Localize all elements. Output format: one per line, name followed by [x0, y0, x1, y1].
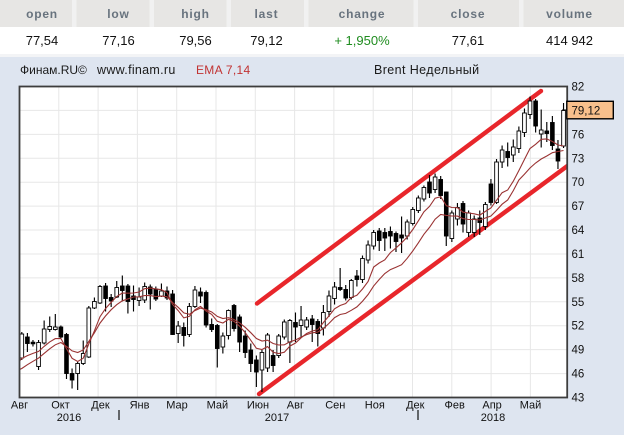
svg-text:www.finam.ru: www.finam.ru — [96, 63, 176, 77]
svg-text:49: 49 — [572, 345, 585, 357]
svg-text:change: change — [339, 7, 386, 21]
svg-text:2018: 2018 — [481, 412, 505, 424]
svg-text:Сен: Сен — [325, 400, 345, 412]
svg-text:Мар: Мар — [166, 400, 188, 412]
svg-text:2016: 2016 — [57, 412, 81, 424]
svg-text:70: 70 — [572, 177, 585, 189]
svg-text:Май: Май — [207, 400, 229, 412]
svg-text:Апр: Апр — [482, 400, 501, 412]
svg-text:Ноя: Ноя — [365, 400, 385, 412]
svg-text:Фев: Фев — [445, 400, 465, 412]
svg-text:77,54: 77,54 — [26, 33, 59, 48]
svg-text:Май: Май — [520, 400, 542, 412]
svg-text:last: last — [255, 7, 279, 21]
svg-text:79,12: 79,12 — [250, 33, 283, 48]
svg-text:open: open — [26, 7, 58, 21]
svg-text:EMA 7,14: EMA 7,14 — [196, 63, 250, 77]
svg-text:414 942: 414 942 — [546, 33, 593, 48]
svg-text:2017: 2017 — [265, 412, 289, 424]
svg-text:77,61: 77,61 — [452, 33, 485, 48]
svg-text:76: 76 — [572, 129, 585, 141]
svg-text:low: low — [107, 7, 129, 21]
svg-text:58: 58 — [572, 273, 585, 285]
svg-text:Июн: Июн — [247, 400, 269, 412]
svg-text:52: 52 — [572, 321, 585, 333]
svg-text:Янв: Янв — [130, 400, 150, 412]
svg-text:64: 64 — [572, 225, 585, 237]
svg-text:46: 46 — [572, 369, 585, 381]
svg-text:Финам.RU©: Финам.RU© — [20, 63, 87, 77]
svg-text:77,16: 77,16 — [102, 33, 135, 48]
svg-text:79,56: 79,56 — [179, 33, 212, 48]
svg-text:Авг: Авг — [11, 400, 28, 412]
svg-text:Окт: Окт — [51, 400, 70, 412]
svg-text:Авг: Авг — [287, 400, 304, 412]
svg-text:79,12: 79,12 — [572, 106, 601, 118]
svg-text:+ 1,950%: + 1,950% — [334, 33, 390, 48]
svg-text:close: close — [451, 7, 486, 21]
svg-text:volume: volume — [546, 7, 593, 21]
svg-text:Дек: Дек — [91, 400, 110, 412]
svg-text:55: 55 — [572, 297, 585, 309]
svg-text:high: high — [181, 7, 210, 21]
svg-text:61: 61 — [572, 249, 585, 261]
svg-text:Дек: Дек — [406, 400, 425, 412]
svg-text:82: 82 — [572, 82, 585, 94]
svg-text:Brent Недельный: Brent Недельный — [374, 63, 480, 77]
svg-text:73: 73 — [572, 153, 585, 165]
svg-text:43: 43 — [572, 393, 585, 405]
svg-text:67: 67 — [572, 201, 585, 213]
